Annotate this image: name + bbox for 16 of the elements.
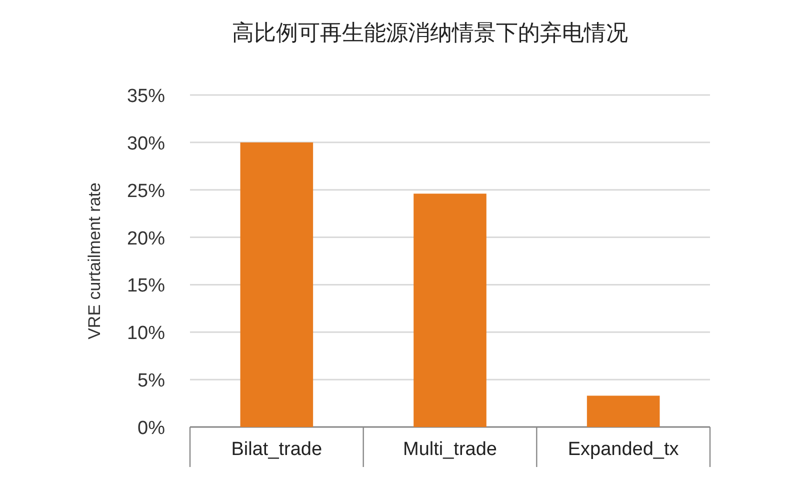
bar [586,396,660,427]
y-tick-label: 15% [126,276,166,297]
y-tick-label: 30% [126,133,166,154]
bar [414,194,486,427]
y-tick-label: 20% [126,228,166,250]
chart-title: 高比例可再生能源消纳情景下的弃电情况 [232,20,628,45]
y-tick-label: 10% [126,323,166,344]
bar [240,142,314,427]
y-tick-label: 0% [138,418,166,439]
y-tick-label: 35% [126,86,166,107]
y-axis-title: VRE curtailment rate [85,182,104,340]
y-tick-label: 25% [126,180,166,202]
x-tick-label: Bilat_trade [231,439,322,460]
x-tick-label: Multi_trade [403,439,497,460]
y-tick-label: 5% [138,370,166,392]
x-tick-label: Expanded_tx [568,439,680,460]
